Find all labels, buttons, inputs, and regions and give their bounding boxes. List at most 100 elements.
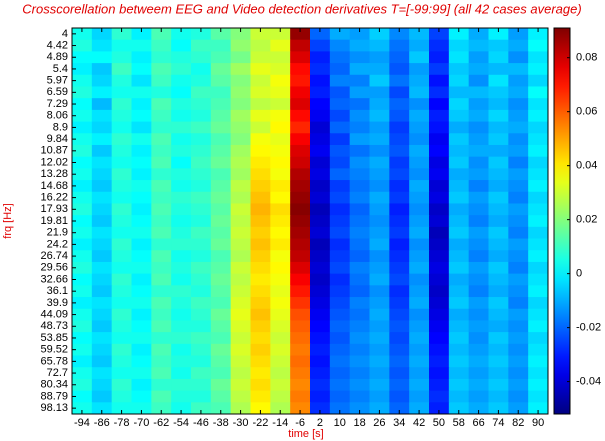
heat-cell <box>111 320 132 333</box>
heat-cell <box>171 308 192 321</box>
y-tick-label: 13.28 <box>40 168 68 180</box>
heat-cell <box>171 226 192 240</box>
heat-cell <box>528 308 549 321</box>
heat-cell <box>171 285 192 298</box>
heat-cell <box>250 180 271 193</box>
heat-cell <box>91 308 113 321</box>
heat-cell <box>468 320 489 333</box>
heat-cell <box>131 343 152 357</box>
heatmap <box>72 28 549 415</box>
heat-cell <box>230 308 251 321</box>
heat-cell <box>131 86 152 99</box>
heat-cell <box>468 180 489 193</box>
heat-cell <box>329 297 351 310</box>
heat-cell <box>329 215 351 228</box>
heat-cell <box>151 86 172 99</box>
heat-cell <box>508 378 529 392</box>
heat-cell <box>191 402 212 415</box>
heat-cell <box>72 308 93 321</box>
heat-cell <box>151 203 172 216</box>
heat-cell <box>429 355 450 368</box>
heat-cell <box>488 74 509 87</box>
heat-cell <box>131 51 152 64</box>
heat-cell <box>191 168 212 181</box>
heat-cell <box>210 390 232 403</box>
heat-cell <box>290 133 311 146</box>
heat-cell <box>270 121 291 134</box>
colorbar-tick-label: 0 <box>576 268 582 280</box>
heat-cell <box>429 261 450 275</box>
heat-cell <box>230 238 251 251</box>
heat-cell <box>429 109 450 123</box>
heat-cell <box>191 191 212 204</box>
heat-cell <box>230 215 251 228</box>
x-tick-label: 2 <box>317 417 323 429</box>
heat-cell <box>448 285 470 298</box>
heat-cell <box>91 402 113 415</box>
heat-cell <box>389 98 410 111</box>
heat-cell <box>468 332 489 345</box>
heat-cell <box>230 343 251 357</box>
heat-cell <box>528 215 549 228</box>
heat-cell <box>230 109 251 123</box>
heat-cell <box>369 191 390 204</box>
heat-cell <box>230 367 251 380</box>
heat-cell <box>131 28 152 41</box>
heat-cell <box>191 109 212 123</box>
heat-cell <box>210 355 232 368</box>
heat-cell <box>409 250 430 263</box>
heat-cell <box>91 133 113 146</box>
heat-cell <box>389 285 410 298</box>
heat-cell <box>369 378 390 392</box>
heat-cell <box>310 215 331 228</box>
heat-cell <box>171 250 192 263</box>
heat-cell <box>429 250 450 263</box>
heat-cell <box>329 308 351 321</box>
heat-cell <box>369 168 390 181</box>
heat-cell <box>131 332 152 345</box>
heat-cell <box>508 74 529 87</box>
heat-cell <box>369 203 390 216</box>
heat-cell <box>409 74 430 87</box>
heat-cell <box>310 180 331 193</box>
heat-cell <box>468 133 489 146</box>
heat-cell <box>448 51 470 64</box>
heat-cell <box>290 86 311 99</box>
heat-cell <box>210 144 232 158</box>
heat-cell <box>389 191 410 204</box>
heat-cell <box>448 180 470 193</box>
heat-cell <box>429 367 450 380</box>
heat-cell <box>111 121 132 134</box>
heat-cell <box>270 273 291 286</box>
heat-cell <box>171 156 192 169</box>
heat-cell <box>409 63 430 76</box>
heat-cell <box>349 144 370 158</box>
heat-cell <box>72 238 93 251</box>
heat-cell <box>191 332 212 345</box>
x-tick-label: 82 <box>512 417 524 429</box>
heat-cell <box>230 180 251 193</box>
heat-cell <box>369 51 390 64</box>
heat-cell <box>329 168 351 181</box>
heat-cell <box>488 86 509 99</box>
heat-cell <box>448 238 470 251</box>
heat-cell <box>230 261 251 275</box>
heat-cell <box>488 191 509 204</box>
heat-cell <box>310 63 331 76</box>
heat-cell <box>448 156 470 169</box>
heat-cell <box>131 215 152 228</box>
heat-cell <box>329 156 351 169</box>
heat-cell <box>488 28 509 41</box>
heat-cell <box>210 168 232 181</box>
x-tick-label: 18 <box>353 417 365 429</box>
x-tick-label: 50 <box>433 417 445 429</box>
heat-cell <box>310 39 331 52</box>
heat-cell <box>329 320 351 333</box>
heat-cell <box>329 109 351 123</box>
heat-cell <box>528 156 549 169</box>
heat-cell <box>111 191 132 204</box>
heat-cell <box>230 402 251 415</box>
heat-cell <box>290 203 311 216</box>
heat-cell <box>468 168 489 181</box>
heat-cell <box>191 51 212 64</box>
